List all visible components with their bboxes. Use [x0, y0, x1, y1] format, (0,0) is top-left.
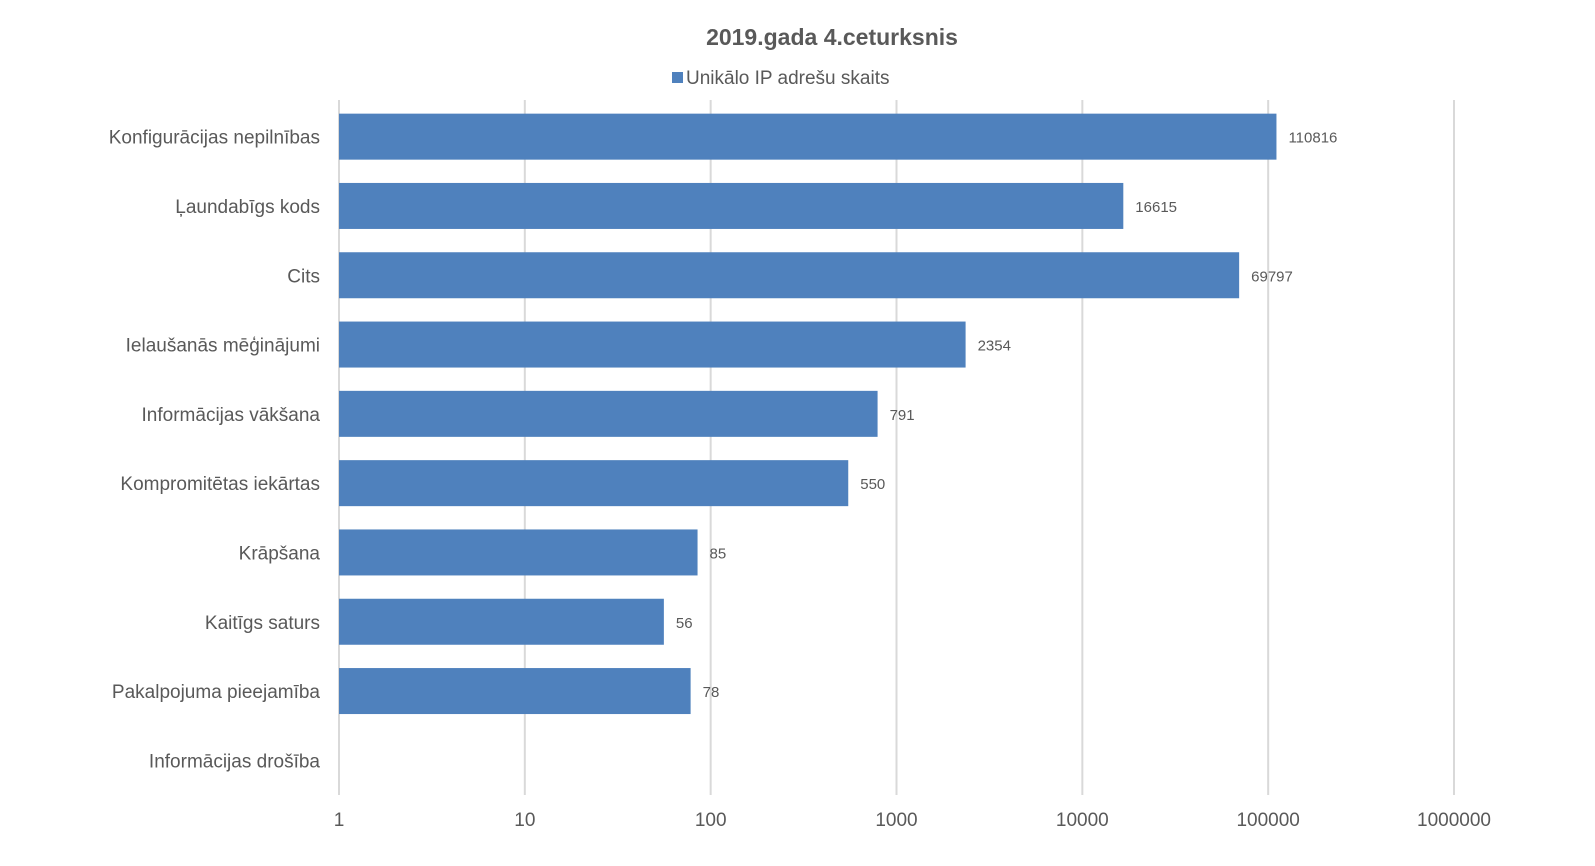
tick-label-1000: 1000 [875, 810, 917, 831]
bar [339, 529, 698, 576]
x-axis-tick-labels: 1 10 100 1000 10000 100000 1000000 [334, 810, 1491, 831]
tick-label-10000: 10000 [1056, 810, 1109, 831]
data-label: 16615 [1135, 199, 1177, 216]
category-label: Cits [287, 266, 320, 287]
bar [339, 598, 664, 645]
bar [339, 321, 966, 368]
data-labels: 110816 16615 69797 2354 791 550 85 56 78 [676, 130, 1338, 701]
bar [339, 390, 878, 437]
category-label: Pakalpojuma pieejamība [112, 682, 321, 703]
data-label: 85 [710, 545, 727, 562]
tick-label-1000000: 1000000 [1417, 810, 1491, 831]
legend-label: Unikālo IP adrešu skaits [686, 68, 889, 89]
category-label: Informācijas vākšana [142, 405, 321, 426]
bar [339, 668, 691, 715]
data-label: 56 [676, 615, 693, 632]
category-label: Kaitīgs saturs [205, 613, 320, 634]
bars [339, 113, 1277, 715]
category-label: Ielaušanās mēģinājumi [126, 336, 320, 357]
category-label: Informācijas drošība [149, 751, 321, 772]
category-label: Krāpšana [239, 543, 321, 564]
legend: Unikālo IP adrešu skaits [672, 68, 889, 89]
category-label: Konfigurācijas nepilnības [109, 128, 320, 149]
tick-label-1: 1 [334, 810, 345, 831]
tick-label-100: 100 [695, 810, 727, 831]
data-label: 78 [703, 684, 720, 701]
bar [339, 252, 1240, 299]
category-label: Ļaundabīgs kods [175, 197, 320, 218]
data-label: 110816 [1288, 130, 1337, 147]
legend-swatch [672, 72, 683, 83]
bar [339, 113, 1277, 160]
bar [339, 460, 849, 507]
tick-label-10: 10 [514, 810, 535, 831]
chart-title: 2019.gada 4.ceturksnis [706, 24, 958, 50]
data-label: 791 [890, 407, 915, 424]
data-label: 550 [860, 476, 885, 493]
tick-label-100000: 100000 [1236, 810, 1299, 831]
data-label: 69797 [1251, 268, 1293, 285]
data-label: 2354 [978, 338, 1011, 355]
category-labels: Konfigurācijas nepilnības Ļaundabīgs kods… [109, 128, 321, 773]
bar [339, 182, 1124, 229]
category-label: Kompromitētas iekārtas [120, 474, 320, 495]
